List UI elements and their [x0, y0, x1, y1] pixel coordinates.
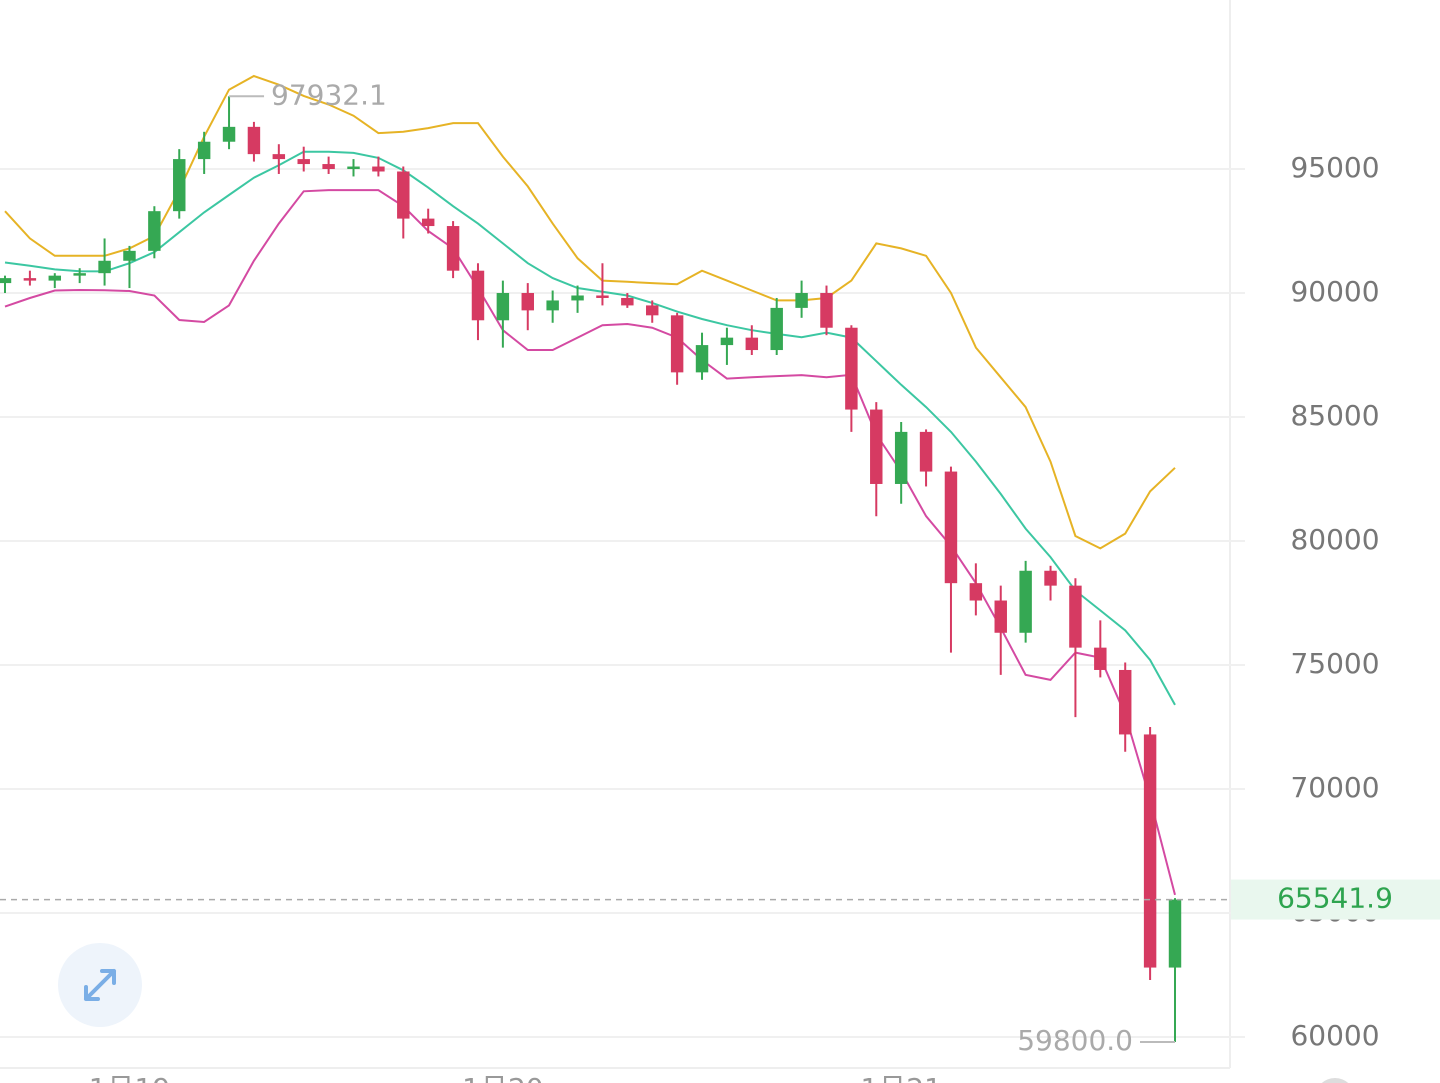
candle-body	[745, 337, 759, 351]
overlay: 97932.1 59800.0 65541.9	[0, 78, 1440, 1057]
y-tick-label: 95000	[1290, 151, 1379, 184]
candle-body	[1143, 734, 1157, 968]
candle-body	[1094, 647, 1107, 670]
grid: 6000065000700007500080000850009000095000…	[0, 151, 1380, 1083]
candle-body	[471, 270, 485, 321]
candle-body	[994, 600, 1007, 633]
candle-body	[596, 295, 609, 298]
candle-body	[123, 250, 136, 261]
y-tick-label: 70000	[1290, 771, 1379, 804]
candle-body	[197, 141, 211, 160]
candle-body	[919, 431, 933, 472]
y-tick-label: 90000	[1290, 275, 1379, 308]
candle-body	[646, 305, 659, 316]
candle-body	[322, 164, 335, 170]
candle-body	[1019, 570, 1032, 633]
candle-body	[870, 409, 883, 484]
candle-body	[297, 159, 310, 165]
candle-body	[0, 278, 12, 284]
band-line	[4, 74, 1176, 550]
candle-body	[148, 211, 161, 251]
candle-body	[571, 295, 584, 301]
max-label: 97932.1	[271, 78, 387, 111]
x-tick-label: 1月21	[860, 1072, 941, 1083]
candle-body	[496, 293, 510, 321]
min-label: 59800.0	[1017, 1024, 1133, 1057]
y-tick-label: 85000	[1290, 399, 1379, 432]
candle-body	[695, 345, 709, 373]
y-tick-label: 75000	[1290, 647, 1379, 680]
candle-body	[944, 471, 958, 584]
x-tick-label: 1月20	[462, 1072, 543, 1083]
candle-body	[372, 166, 385, 172]
candle-body	[521, 293, 534, 311]
candle-body	[795, 293, 808, 308]
y-tick-label: 60000	[1290, 1019, 1379, 1052]
candle-body	[247, 126, 261, 155]
candle-body	[770, 307, 783, 351]
candle-body	[23, 278, 37, 281]
expand-button[interactable]	[58, 943, 142, 1027]
expand-icon[interactable]	[84, 969, 116, 1001]
last-price-label: 65541.9	[1277, 882, 1393, 915]
candle-body	[1044, 570, 1057, 586]
candle-body	[272, 154, 286, 160]
candle-body	[1118, 669, 1132, 735]
candle-body	[969, 583, 983, 601]
candle-body	[421, 218, 435, 227]
candle-body	[670, 315, 684, 373]
scroll-button[interactable]	[1315, 1078, 1355, 1083]
candle-body	[621, 297, 634, 306]
last-price-box	[1231, 879, 1440, 920]
candle-body	[446, 226, 460, 271]
candle-body	[397, 171, 410, 219]
candle-body	[173, 159, 186, 212]
x-tick-label: 1月19	[89, 1072, 170, 1083]
candles	[0, 96, 1182, 1042]
candle-body	[720, 337, 734, 346]
band-line	[4, 150, 1176, 706]
candle-body	[894, 431, 908, 484]
candle-body	[48, 275, 62, 281]
candle-body	[546, 300, 559, 311]
candle-body	[222, 126, 236, 142]
candle-body	[820, 293, 833, 328]
candle-body	[347, 166, 360, 170]
y-tick-label: 80000	[1290, 523, 1379, 556]
candle-body	[1069, 585, 1082, 648]
candle-body	[1168, 899, 1182, 968]
candle-body	[73, 273, 86, 276]
candle-body	[845, 327, 858, 410]
candle-body	[98, 260, 111, 274]
